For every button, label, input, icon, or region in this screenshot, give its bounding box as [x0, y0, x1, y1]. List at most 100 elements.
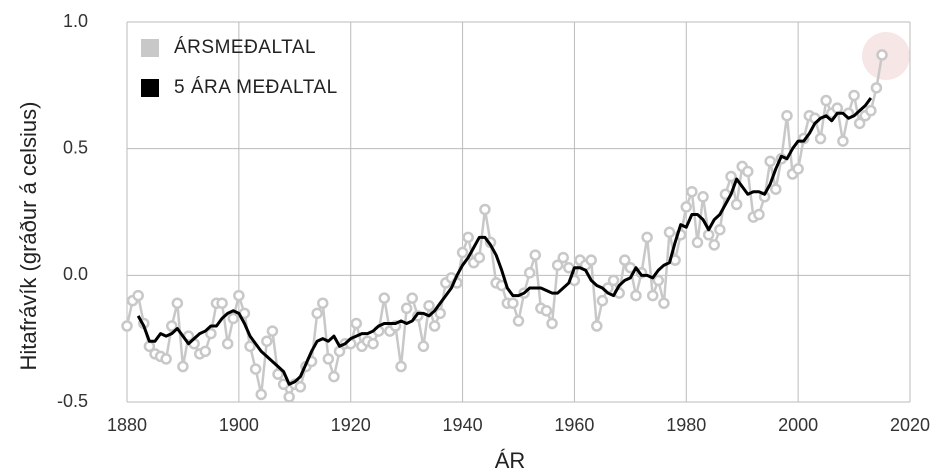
data-point: [691, 236, 704, 249]
data-point: [272, 368, 284, 380]
data-point: [730, 198, 743, 211]
data-point: [132, 289, 144, 302]
x-axis-title: ÁR: [495, 448, 526, 473]
data-point: [619, 254, 631, 266]
data-point: [876, 49, 888, 61]
data-point: [831, 102, 844, 114]
data-point: [663, 226, 676, 239]
y-tick-label: 1.0: [63, 11, 88, 31]
data-point: [473, 251, 486, 264]
data-point: [456, 246, 469, 259]
data-point: [646, 289, 659, 302]
x-tick-label: 2020: [890, 415, 930, 435]
data-point: [658, 297, 670, 309]
data-point: [848, 89, 860, 102]
data-point: [171, 297, 184, 309]
data-point: [680, 201, 693, 213]
x-tick-label: 1900: [219, 415, 259, 435]
data-point: [199, 345, 212, 358]
data-point: [400, 302, 413, 315]
data-point: [328, 370, 340, 383]
data-point: [322, 353, 335, 365]
data-point: [652, 274, 665, 287]
series-line: [136, 97, 873, 386]
data-point: [221, 337, 234, 350]
y-tick-label: -0.5: [57, 391, 88, 411]
legend-swatch: [141, 79, 159, 97]
x-tick-label: 1920: [331, 415, 371, 435]
y-tick-label: 0.0: [63, 264, 88, 284]
data-point: [434, 307, 446, 320]
data-point: [630, 289, 642, 302]
data-point: [378, 292, 391, 304]
data-point: [702, 229, 715, 241]
data-point: [160, 353, 172, 365]
data-point: [249, 363, 262, 375]
x-tick-label: 1960: [554, 415, 594, 435]
data-point: [205, 327, 217, 340]
data-point: [686, 185, 698, 198]
data-point: [462, 231, 474, 244]
data-point: [255, 388, 267, 401]
data-point: [406, 292, 418, 304]
series-line: [125, 54, 884, 399]
data-point: [814, 132, 827, 145]
data-point: [233, 289, 245, 302]
data-point: [641, 231, 653, 244]
data-point: [837, 135, 849, 147]
data-point: [853, 117, 866, 130]
y-tick-label: 0.5: [63, 137, 88, 157]
data-point: [764, 155, 776, 168]
data-point: [607, 274, 620, 287]
data-point: [244, 340, 256, 353]
data-point: [546, 317, 558, 330]
data-point: [121, 320, 133, 332]
data-point: [820, 94, 832, 107]
data-point: [596, 294, 609, 307]
data-point: [177, 360, 189, 373]
data-point: [507, 297, 519, 309]
data-point: [311, 307, 323, 320]
data-point: [479, 203, 491, 216]
data-point: [423, 299, 435, 312]
data-point: [792, 163, 804, 175]
data-point: [753, 208, 765, 221]
legend-label: ÁRSMEÐALTAL: [174, 37, 316, 58]
x-tick-label: 2000: [778, 415, 818, 435]
y-axis-title: Hitafrávík (gráður á celsius): [16, 102, 41, 371]
data-point: [725, 170, 737, 183]
data-point: [557, 251, 569, 264]
legend-label: 5 ÁRA MEÐALTAL: [174, 77, 338, 98]
data-point: [395, 360, 407, 373]
x-tick-label: 1980: [666, 415, 706, 435]
legend-swatch: [141, 39, 159, 57]
data-point: [428, 320, 441, 332]
data-point: [770, 183, 782, 195]
data-point: [865, 104, 877, 117]
x-tick-label: 1940: [443, 415, 483, 435]
data-point: [367, 337, 379, 350]
data-point: [523, 267, 536, 279]
data-point: [551, 259, 564, 271]
data-point: [781, 109, 793, 122]
data-point: [350, 317, 363, 330]
x-tick-label: 1880: [107, 415, 147, 435]
data-point: [591, 320, 603, 332]
data-point: [870, 82, 883, 94]
data-point: [585, 254, 597, 266]
data-point: [165, 320, 178, 332]
data-point: [283, 391, 295, 403]
data-point: [227, 312, 240, 325]
data-point: [216, 297, 228, 309]
data-point: [714, 223, 726, 236]
data-point: [294, 381, 307, 393]
data-point: [417, 340, 430, 353]
data-point: [512, 315, 525, 327]
data-point: [742, 165, 754, 178]
data-point: [261, 335, 273, 347]
data-point: [697, 191, 709, 203]
data-point: [266, 325, 279, 337]
data-point: [540, 305, 553, 317]
data-point: [317, 297, 329, 309]
